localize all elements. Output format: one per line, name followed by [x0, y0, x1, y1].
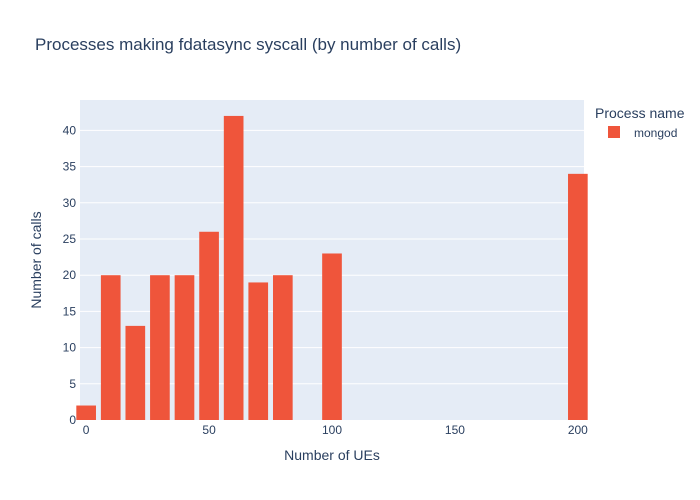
y-tick-label: 35: [63, 160, 77, 174]
legend-label-mongod[interactable]: mongod: [634, 126, 677, 140]
bar-mongod-40[interactable]: [174, 275, 195, 420]
bars: [76, 115, 588, 420]
y-tick-label: 40: [63, 123, 77, 137]
y-axis-title: Number of calls: [28, 211, 44, 308]
bar-mongod-200[interactable]: [568, 173, 588, 420]
y-tick-label: 10: [63, 341, 77, 355]
bar-mongod-30[interactable]: [150, 275, 170, 420]
bar-mongod-80[interactable]: [272, 275, 293, 420]
x-tick-label: 50: [202, 423, 216, 437]
legend-title: Process name: [595, 105, 685, 121]
legend-swatch[interactable]: [608, 126, 620, 138]
y-tick-label: 15: [63, 304, 77, 318]
x-tick-label: 0: [83, 423, 90, 437]
bar-mongod-50[interactable]: [199, 231, 219, 420]
bar-mongod-70[interactable]: [248, 282, 269, 420]
x-tick-label: 200: [568, 423, 588, 437]
y-tick-label: 30: [63, 196, 77, 210]
y-tick-label: 25: [63, 232, 77, 246]
y-tick-label: 20: [63, 268, 77, 282]
legend: Process name mongod: [595, 105, 685, 140]
x-ticks: 0 50 100 150 200: [83, 423, 588, 437]
bar-mongod-100[interactable]: [322, 253, 342, 420]
x-tick-label: 150: [445, 423, 465, 437]
y-ticks: 0 5 10 15 20 25 30 35 40: [63, 123, 77, 427]
y-tick-label: 5: [69, 377, 76, 391]
bar-mongod-0[interactable]: [76, 405, 96, 420]
bar-mongod-20[interactable]: [125, 325, 146, 420]
x-axis-title: Number of UEs: [284, 447, 380, 463]
bar-mongod-60[interactable]: [223, 115, 244, 420]
x-tick-label: 100: [322, 423, 342, 437]
chart-title: Processes making fdatasync syscall (by n…: [35, 35, 461, 54]
bar-mongod-10[interactable]: [100, 275, 121, 420]
y-tick-label: 0: [69, 413, 76, 427]
